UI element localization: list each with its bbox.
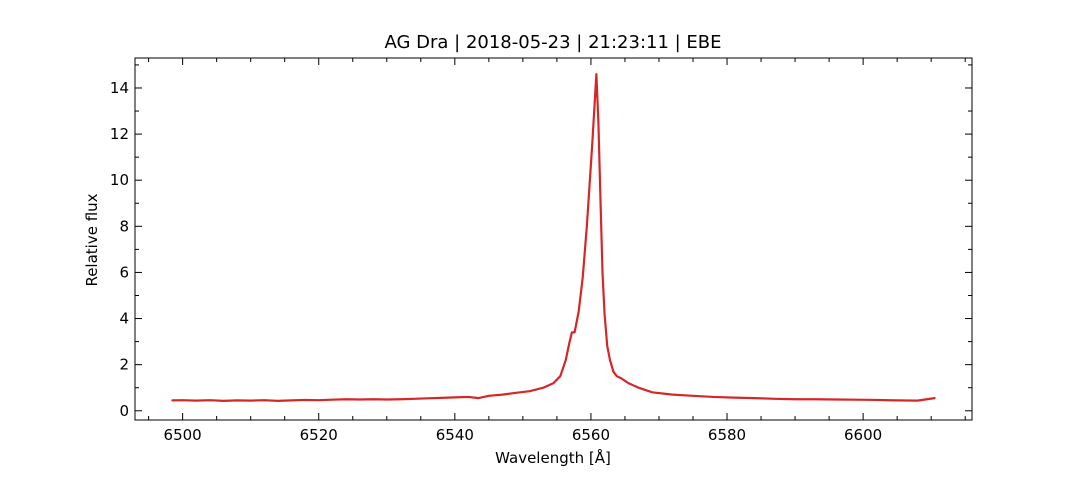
y-tick-label: 2 [119, 356, 129, 374]
x-tick-label: 6520 [300, 426, 338, 444]
x-axis-label: Wavelength [Å] [495, 448, 611, 467]
spectrum-line [171, 73, 936, 402]
tick-layer [135, 58, 972, 420]
tick-label-layer: 6500 6520 6540 6560 6580 6600 0 2 4 6 8 10 12 14 [110, 79, 882, 444]
chart-title: AG Dra | 2018-05-23 | 21:23:11 | EBE [384, 32, 721, 53]
y-axis-label: Relative flux [83, 193, 101, 286]
x-tick-label: 6560 [572, 426, 610, 444]
x-tick-label: 6580 [708, 426, 746, 444]
y-tick-label: 12 [110, 125, 129, 143]
y-tick-label: 14 [110, 79, 129, 97]
y-tick-label: 0 [119, 402, 129, 420]
x-tick-label: 6500 [164, 426, 202, 444]
y-tick-label: 8 [119, 217, 129, 235]
x-tick-label: 6600 [844, 426, 882, 444]
y-tick-label: 10 [110, 171, 129, 189]
plot-frame [134, 57, 973, 421]
x-tick-label: 6540 [436, 426, 474, 444]
y-tick-label: 6 [119, 263, 129, 281]
y-tick-label: 4 [119, 310, 129, 328]
